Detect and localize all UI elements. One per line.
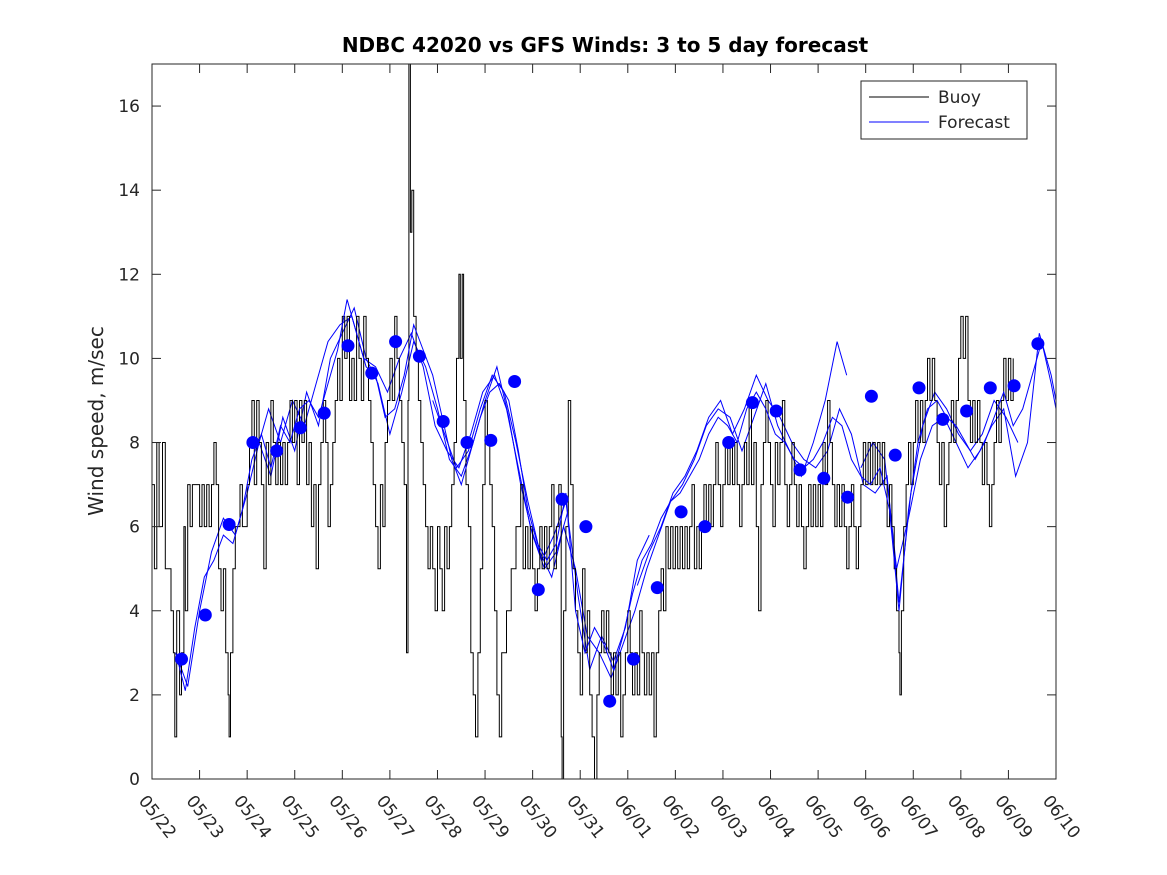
forecast-point <box>603 694 617 708</box>
forecast-point <box>531 583 545 597</box>
forecast-point <box>555 492 569 506</box>
forecast-point <box>627 652 640 666</box>
forecast-point <box>579 520 593 534</box>
y-tick-label: 10 <box>118 349 140 369</box>
forecast-point <box>175 652 188 666</box>
forecast-point <box>769 404 783 418</box>
forecast-point <box>888 448 902 462</box>
forecast-run-line <box>256 315 650 670</box>
forecast-series-line <box>175 299 1056 691</box>
forecast-point <box>1007 379 1021 393</box>
forecast-point <box>793 463 807 477</box>
forecast-point <box>841 490 855 504</box>
forecast-point <box>412 349 426 363</box>
forecast-point <box>365 366 379 380</box>
forecast-point <box>960 404 974 418</box>
y-tick-label: 16 <box>118 97 140 117</box>
y-tick-label: 6 <box>129 518 140 538</box>
y-tick-label: 4 <box>129 602 140 622</box>
forecast-point <box>198 608 212 622</box>
forecast-point <box>1031 337 1045 351</box>
y-tick-label: 0 <box>129 770 140 790</box>
y-axis-label: Wind speed, m/sec <box>84 326 108 516</box>
forecast-point <box>936 412 950 426</box>
forecast-point <box>698 520 712 534</box>
forecast-point <box>317 406 331 420</box>
buoy-series-line <box>152 64 1014 779</box>
y-tick-label: 2 <box>129 686 140 706</box>
forecast-point <box>674 505 688 519</box>
forecast-point <box>983 381 997 395</box>
forecast-point <box>460 436 474 449</box>
forecast-point <box>817 471 831 485</box>
plot-area <box>152 64 1056 779</box>
y-tick-label: 8 <box>129 434 140 454</box>
forecast-point <box>508 375 522 388</box>
forecast-point <box>222 518 236 531</box>
y-tick-label: 12 <box>118 265 140 285</box>
legend-box <box>860 80 1028 140</box>
forecast-point <box>436 415 450 428</box>
chart-title: NDBC 42020 vs GFS Winds: 3 to 5 day fore… <box>342 33 869 57</box>
y-tick-label: 14 <box>118 181 140 201</box>
forecast-point <box>389 335 403 349</box>
forecast-point <box>722 436 736 449</box>
forecast-point <box>745 396 759 410</box>
forecast-point <box>912 381 926 395</box>
legend-forecast-label: Forecast <box>938 113 1010 133</box>
forecast-point <box>484 433 498 447</box>
plot-frame <box>151 63 1057 780</box>
legend: Buoy Forecast <box>860 80 1028 140</box>
forecast-point <box>341 339 355 353</box>
forecast-point <box>293 421 307 435</box>
forecast-point <box>246 436 260 449</box>
forecast-point <box>270 444 284 458</box>
forecast-point <box>650 581 664 595</box>
forecast-point <box>864 389 878 403</box>
legend-buoy-label: Buoy <box>938 88 981 108</box>
